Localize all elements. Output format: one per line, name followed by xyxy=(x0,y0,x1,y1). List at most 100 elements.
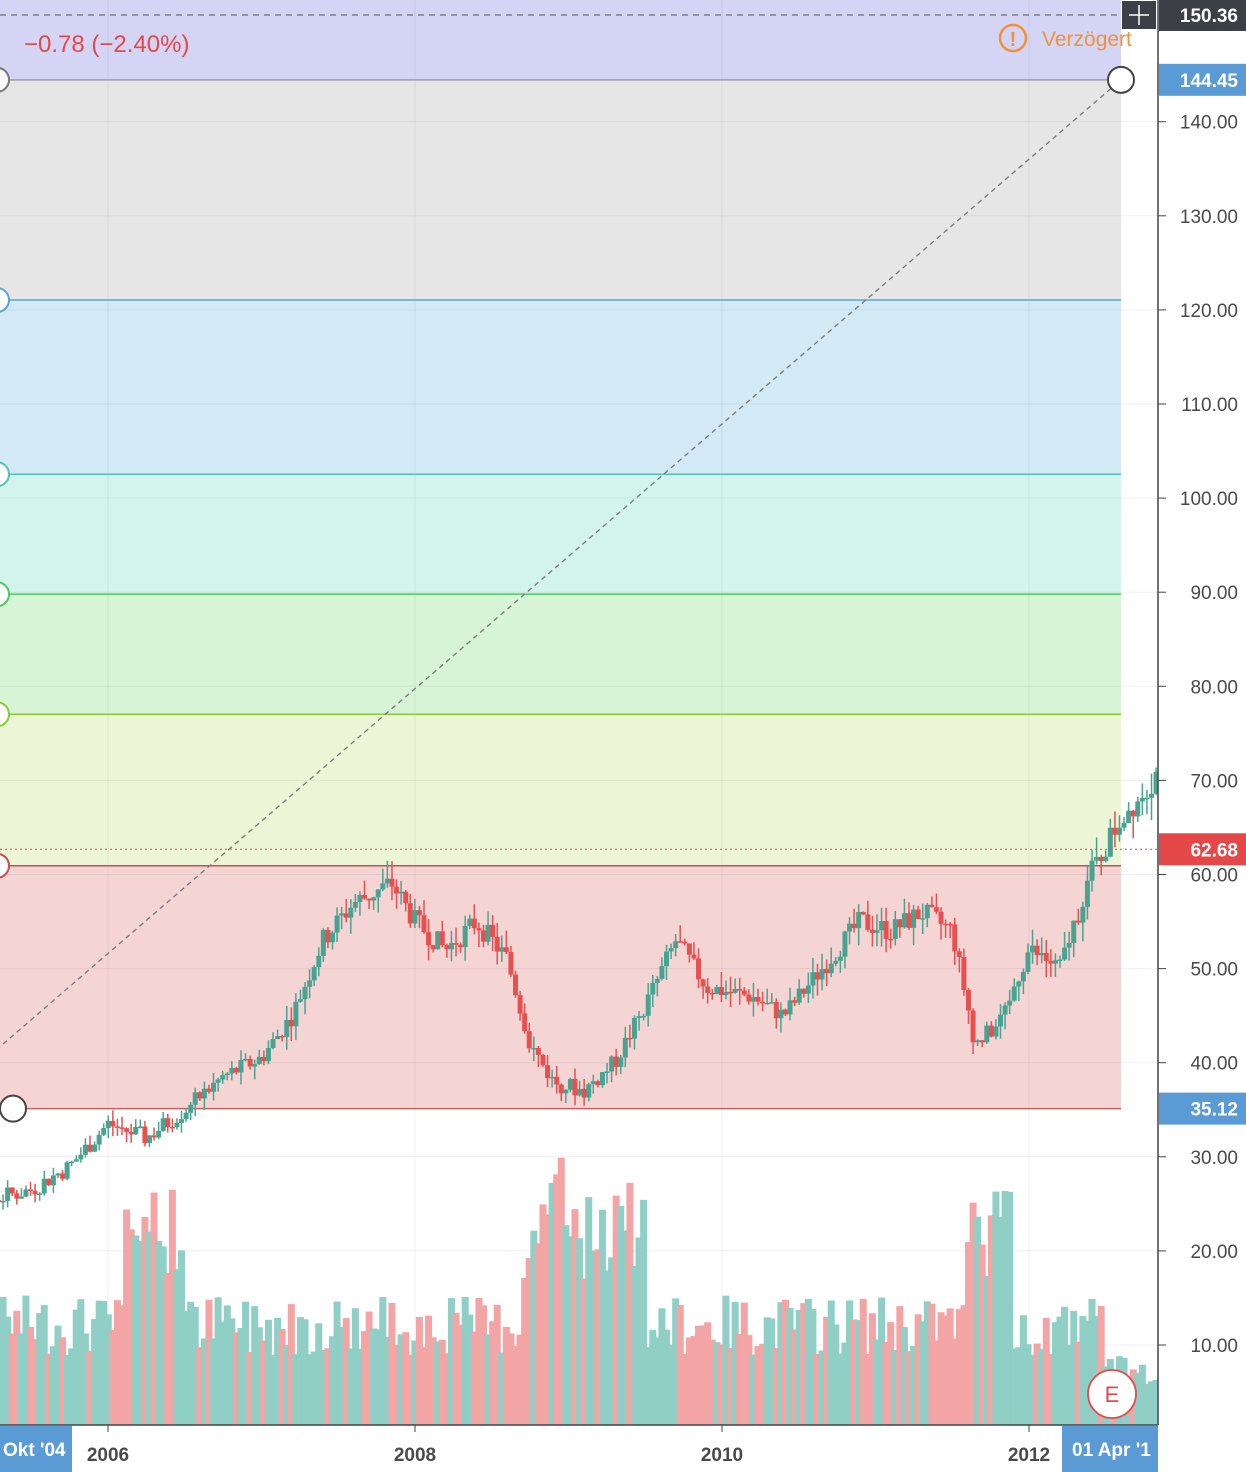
volume-bar xyxy=(49,1346,57,1425)
volume-bar xyxy=(59,1337,67,1425)
earnings-marker[interactable]: E xyxy=(1087,1369,1137,1419)
plus-icon[interactable] xyxy=(1122,1,1156,29)
candle-body xyxy=(1126,810,1132,824)
time-start-label: Okt '04 xyxy=(3,1440,66,1461)
candle-body xyxy=(462,925,468,948)
volume-bar xyxy=(507,1333,515,1425)
candle-body xyxy=(531,1047,537,1050)
candle-body xyxy=(233,1067,239,1073)
candle-body xyxy=(915,909,921,920)
volume-bar xyxy=(846,1300,854,1425)
candle-body xyxy=(851,923,857,929)
volume-bar xyxy=(1143,1383,1151,1425)
volume-bar xyxy=(960,1305,968,1425)
candle-body xyxy=(412,910,418,924)
candle-body xyxy=(645,994,651,1016)
candle-body xyxy=(73,1159,79,1162)
candle-body xyxy=(1149,793,1155,798)
volume-bar xyxy=(1033,1343,1041,1425)
time-tick-label: 2012 xyxy=(1008,1445,1050,1466)
volume-bar xyxy=(123,1209,131,1425)
volume-bar xyxy=(932,1340,940,1425)
fib-level-handle[interactable] xyxy=(0,287,10,313)
candle-body xyxy=(874,930,880,933)
price-axis-bg xyxy=(1158,0,1246,1472)
volume-bar xyxy=(823,1316,831,1425)
volume-bar xyxy=(182,1311,190,1425)
candle-body xyxy=(947,923,953,926)
candle-body xyxy=(526,1031,532,1049)
candle-body xyxy=(1043,953,1049,962)
volume-bar xyxy=(287,1304,295,1425)
time-tick-label: 2006 xyxy=(87,1445,129,1466)
volume-bar xyxy=(8,1333,16,1425)
fib-zone xyxy=(0,594,1121,715)
candle-body xyxy=(901,913,907,928)
volume-bar xyxy=(77,1299,85,1425)
price-badge-label: 62.68 xyxy=(1190,840,1238,861)
price-tick-label: 130.00 xyxy=(1180,207,1238,228)
candle-body xyxy=(696,958,702,980)
volume-bar xyxy=(717,1344,725,1425)
candle-body xyxy=(494,936,500,952)
candle-body xyxy=(577,1088,583,1096)
volume-bar xyxy=(891,1349,899,1425)
volume-bar xyxy=(910,1345,918,1425)
price-badge-label: 35.12 xyxy=(1190,1100,1238,1121)
candle-body xyxy=(288,1019,294,1027)
trendline-start-handle[interactable] xyxy=(0,1094,27,1123)
volume-bar xyxy=(205,1299,213,1425)
candle-body xyxy=(256,1056,262,1065)
volume-bar xyxy=(919,1321,927,1425)
volume-bar xyxy=(159,1246,167,1425)
fib-level-handle[interactable] xyxy=(0,581,10,607)
volume-bar xyxy=(498,1352,506,1425)
candle-body xyxy=(297,999,303,1002)
candle-body xyxy=(869,929,875,933)
price-axis[interactable]: 10.00 20.00 30.00 40.00 50.00 60.00 70.00 80.00… xyxy=(1122,0,1246,1472)
volume-bar xyxy=(1006,1191,1014,1425)
candle-body xyxy=(778,1009,784,1019)
fib-level-handle[interactable] xyxy=(0,701,10,727)
volume-bar xyxy=(516,1334,524,1425)
volume-bar xyxy=(13,1310,21,1425)
candle-body xyxy=(430,945,436,950)
candle-body xyxy=(316,955,322,968)
trendline[interactable] xyxy=(0,65,1135,1123)
volume-bar xyxy=(1047,1354,1055,1425)
candle-body xyxy=(403,891,409,904)
candle-body xyxy=(814,972,820,980)
candle-body xyxy=(480,930,486,942)
volume-bar xyxy=(429,1337,437,1425)
volume-bar xyxy=(1148,1381,1156,1425)
fib-level-handle[interactable] xyxy=(0,67,10,93)
volume-bar xyxy=(168,1189,176,1425)
candle-body xyxy=(700,979,706,987)
fib-level-handle[interactable] xyxy=(0,853,10,879)
volume-bar xyxy=(1070,1310,1078,1425)
volume-bar xyxy=(992,1191,1000,1425)
fib-zone xyxy=(0,474,1121,595)
fib-level-handle[interactable] xyxy=(0,461,10,487)
candle-body xyxy=(416,910,422,916)
candle-body xyxy=(499,947,505,952)
price-tick-label: 20.00 xyxy=(1190,1242,1238,1263)
volume-bar xyxy=(1134,1372,1142,1425)
candle-body xyxy=(760,1001,766,1004)
candle-body xyxy=(197,1092,203,1099)
volume-bar xyxy=(4,1316,12,1425)
volume-bar xyxy=(127,1229,135,1425)
volume-bar xyxy=(841,1342,849,1425)
trendline-end-handle[interactable] xyxy=(1107,65,1135,94)
candle-body xyxy=(545,1065,551,1079)
volume-bar xyxy=(1042,1317,1050,1425)
candle-body xyxy=(554,1076,560,1085)
candle-body xyxy=(810,972,816,986)
volume-bar xyxy=(946,1308,954,1425)
volume-bar xyxy=(461,1296,469,1425)
candle-body xyxy=(229,1067,235,1074)
candle-body xyxy=(206,1088,212,1092)
candle-body xyxy=(998,1014,1004,1027)
